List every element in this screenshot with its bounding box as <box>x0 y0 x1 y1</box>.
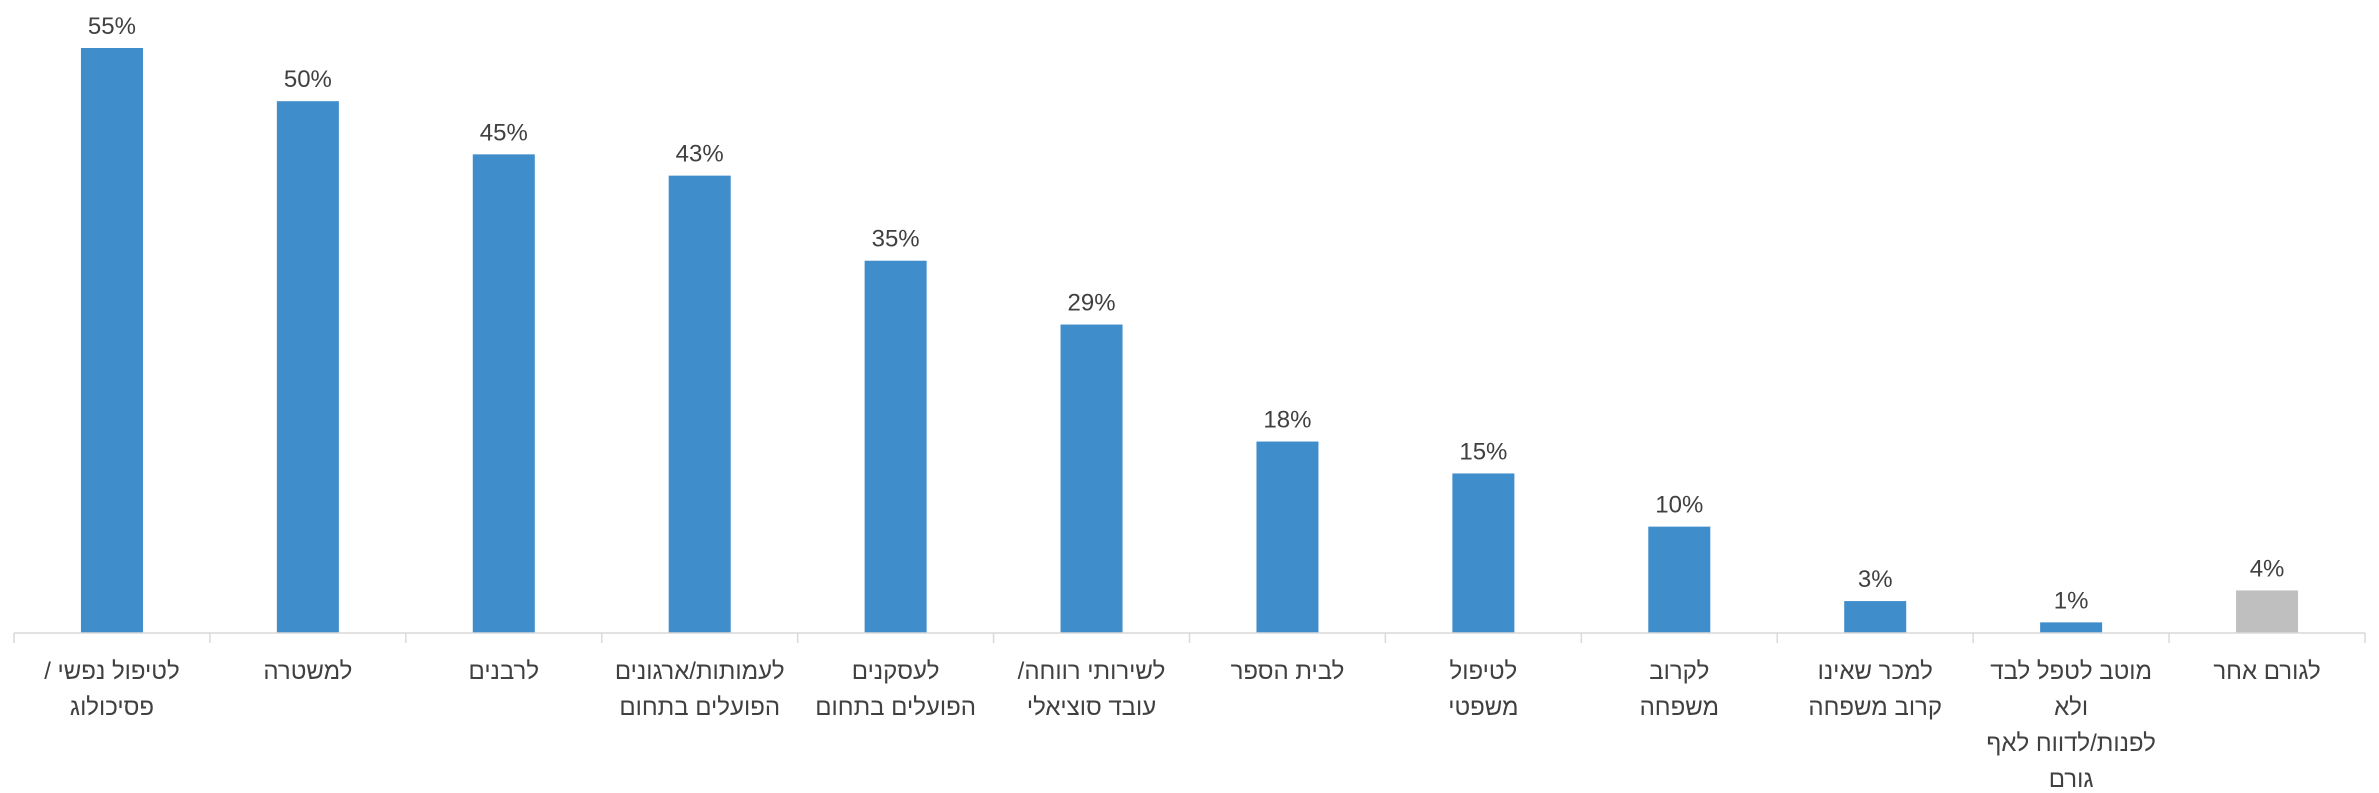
category-label-line: לקרוב <box>1649 658 1709 685</box>
category-label-line: עובד סוציאלי <box>1027 694 1156 721</box>
category-label-line: משפטי <box>1448 694 1518 721</box>
category-label-line: לבית הספר <box>1231 658 1345 685</box>
bar-value-label: 55% <box>88 13 136 40</box>
category-label: מוטב לטפל לבד ולא לפנות/לדווח לאף גורם <box>1986 658 2155 793</box>
bar <box>276 101 339 633</box>
category-label-line: משפחה <box>1640 694 1719 721</box>
bar <box>2040 622 2103 633</box>
category-label: לטיפול נפשי / פסיכולוג <box>44 658 179 721</box>
bar-value-label: 4% <box>2250 555 2285 582</box>
category-label-line: הפועלים בתחום <box>815 694 976 721</box>
bar <box>864 260 927 633</box>
category-label-line: לטיפול <box>1450 658 1518 685</box>
bar <box>668 175 731 634</box>
bar <box>80 48 143 633</box>
category-label-line: הפועלים בתחום <box>619 694 780 721</box>
category-label-line: קרוב משפחה <box>1808 694 1942 721</box>
category-label-line: לעמותות/ארגונים <box>615 658 785 685</box>
category-label-line: לפנות/לדווח לאף <box>1986 730 2155 757</box>
bar-value-label: 18% <box>1263 407 1311 434</box>
category-label: למשטרה <box>263 658 352 685</box>
bar <box>1256 441 1319 633</box>
category-label-line: למשטרה <box>263 658 352 685</box>
category-label-line: פסיכולוג <box>70 694 154 721</box>
bar-value-label: 29% <box>1068 290 1116 317</box>
bar <box>1844 601 1907 633</box>
value-labels-group: 55% 50% 45% 43% 35% 29% 18% 15% 10% 3% 1% 4% <box>88 13 2284 614</box>
bar <box>472 154 535 633</box>
bar-value-label: 10% <box>1655 492 1703 519</box>
bar <box>1452 473 1515 633</box>
category-label-line: מוטב לטפל לבד <box>1990 658 2152 685</box>
bar-value-label: 45% <box>480 119 528 146</box>
category-label: לטיפול משפטי <box>1448 658 1518 721</box>
bar <box>2236 590 2299 633</box>
category-label-line: לטיפול נפשי / <box>44 658 179 685</box>
bar-value-label: 1% <box>2054 587 2089 614</box>
category-label: לגורם אחר <box>2213 658 2320 685</box>
category-label-line: ולא <box>2054 694 2088 721</box>
bar-value-label: 43% <box>676 141 724 168</box>
category-label-line: לשירותי רווחה/ <box>1018 658 1166 685</box>
bar-value-label: 3% <box>1858 566 1893 593</box>
category-label-line: גורם <box>2049 766 2094 793</box>
category-label-line: לרבנים <box>469 658 540 685</box>
bar-value-label: 15% <box>1459 438 1507 465</box>
category-label: לעמותות/ארגונים הפועלים בתחום <box>615 658 785 721</box>
bar-value-label: 50% <box>284 66 332 93</box>
bar <box>1648 526 1711 633</box>
category-label-line: לגורם אחר <box>2213 658 2320 685</box>
category-label: לעסקנים הפועלים בתחום <box>815 658 976 721</box>
bar <box>1060 324 1123 633</box>
category-label: למכר שאינו קרוב משפחה <box>1808 658 1942 721</box>
category-label-line: למכר שאינו <box>1818 658 1933 685</box>
x-axis-ticks <box>13 633 2366 643</box>
category-label-line: לעסקנים <box>852 658 940 685</box>
bars-group <box>80 48 2299 634</box>
bar-value-label: 35% <box>872 226 920 253</box>
category-label: לבית הספר <box>1231 658 1345 685</box>
category-label: לקרוב משפחה <box>1640 658 1719 721</box>
category-labels-group: לטיפול נפשי / פסיכולוג למשטרה לרבנים לעמותות… <box>44 658 2320 793</box>
category-label: לשירותי רווחה/עובד סוציאלי <box>1018 658 1166 721</box>
category-label: לרבנים <box>469 658 540 685</box>
